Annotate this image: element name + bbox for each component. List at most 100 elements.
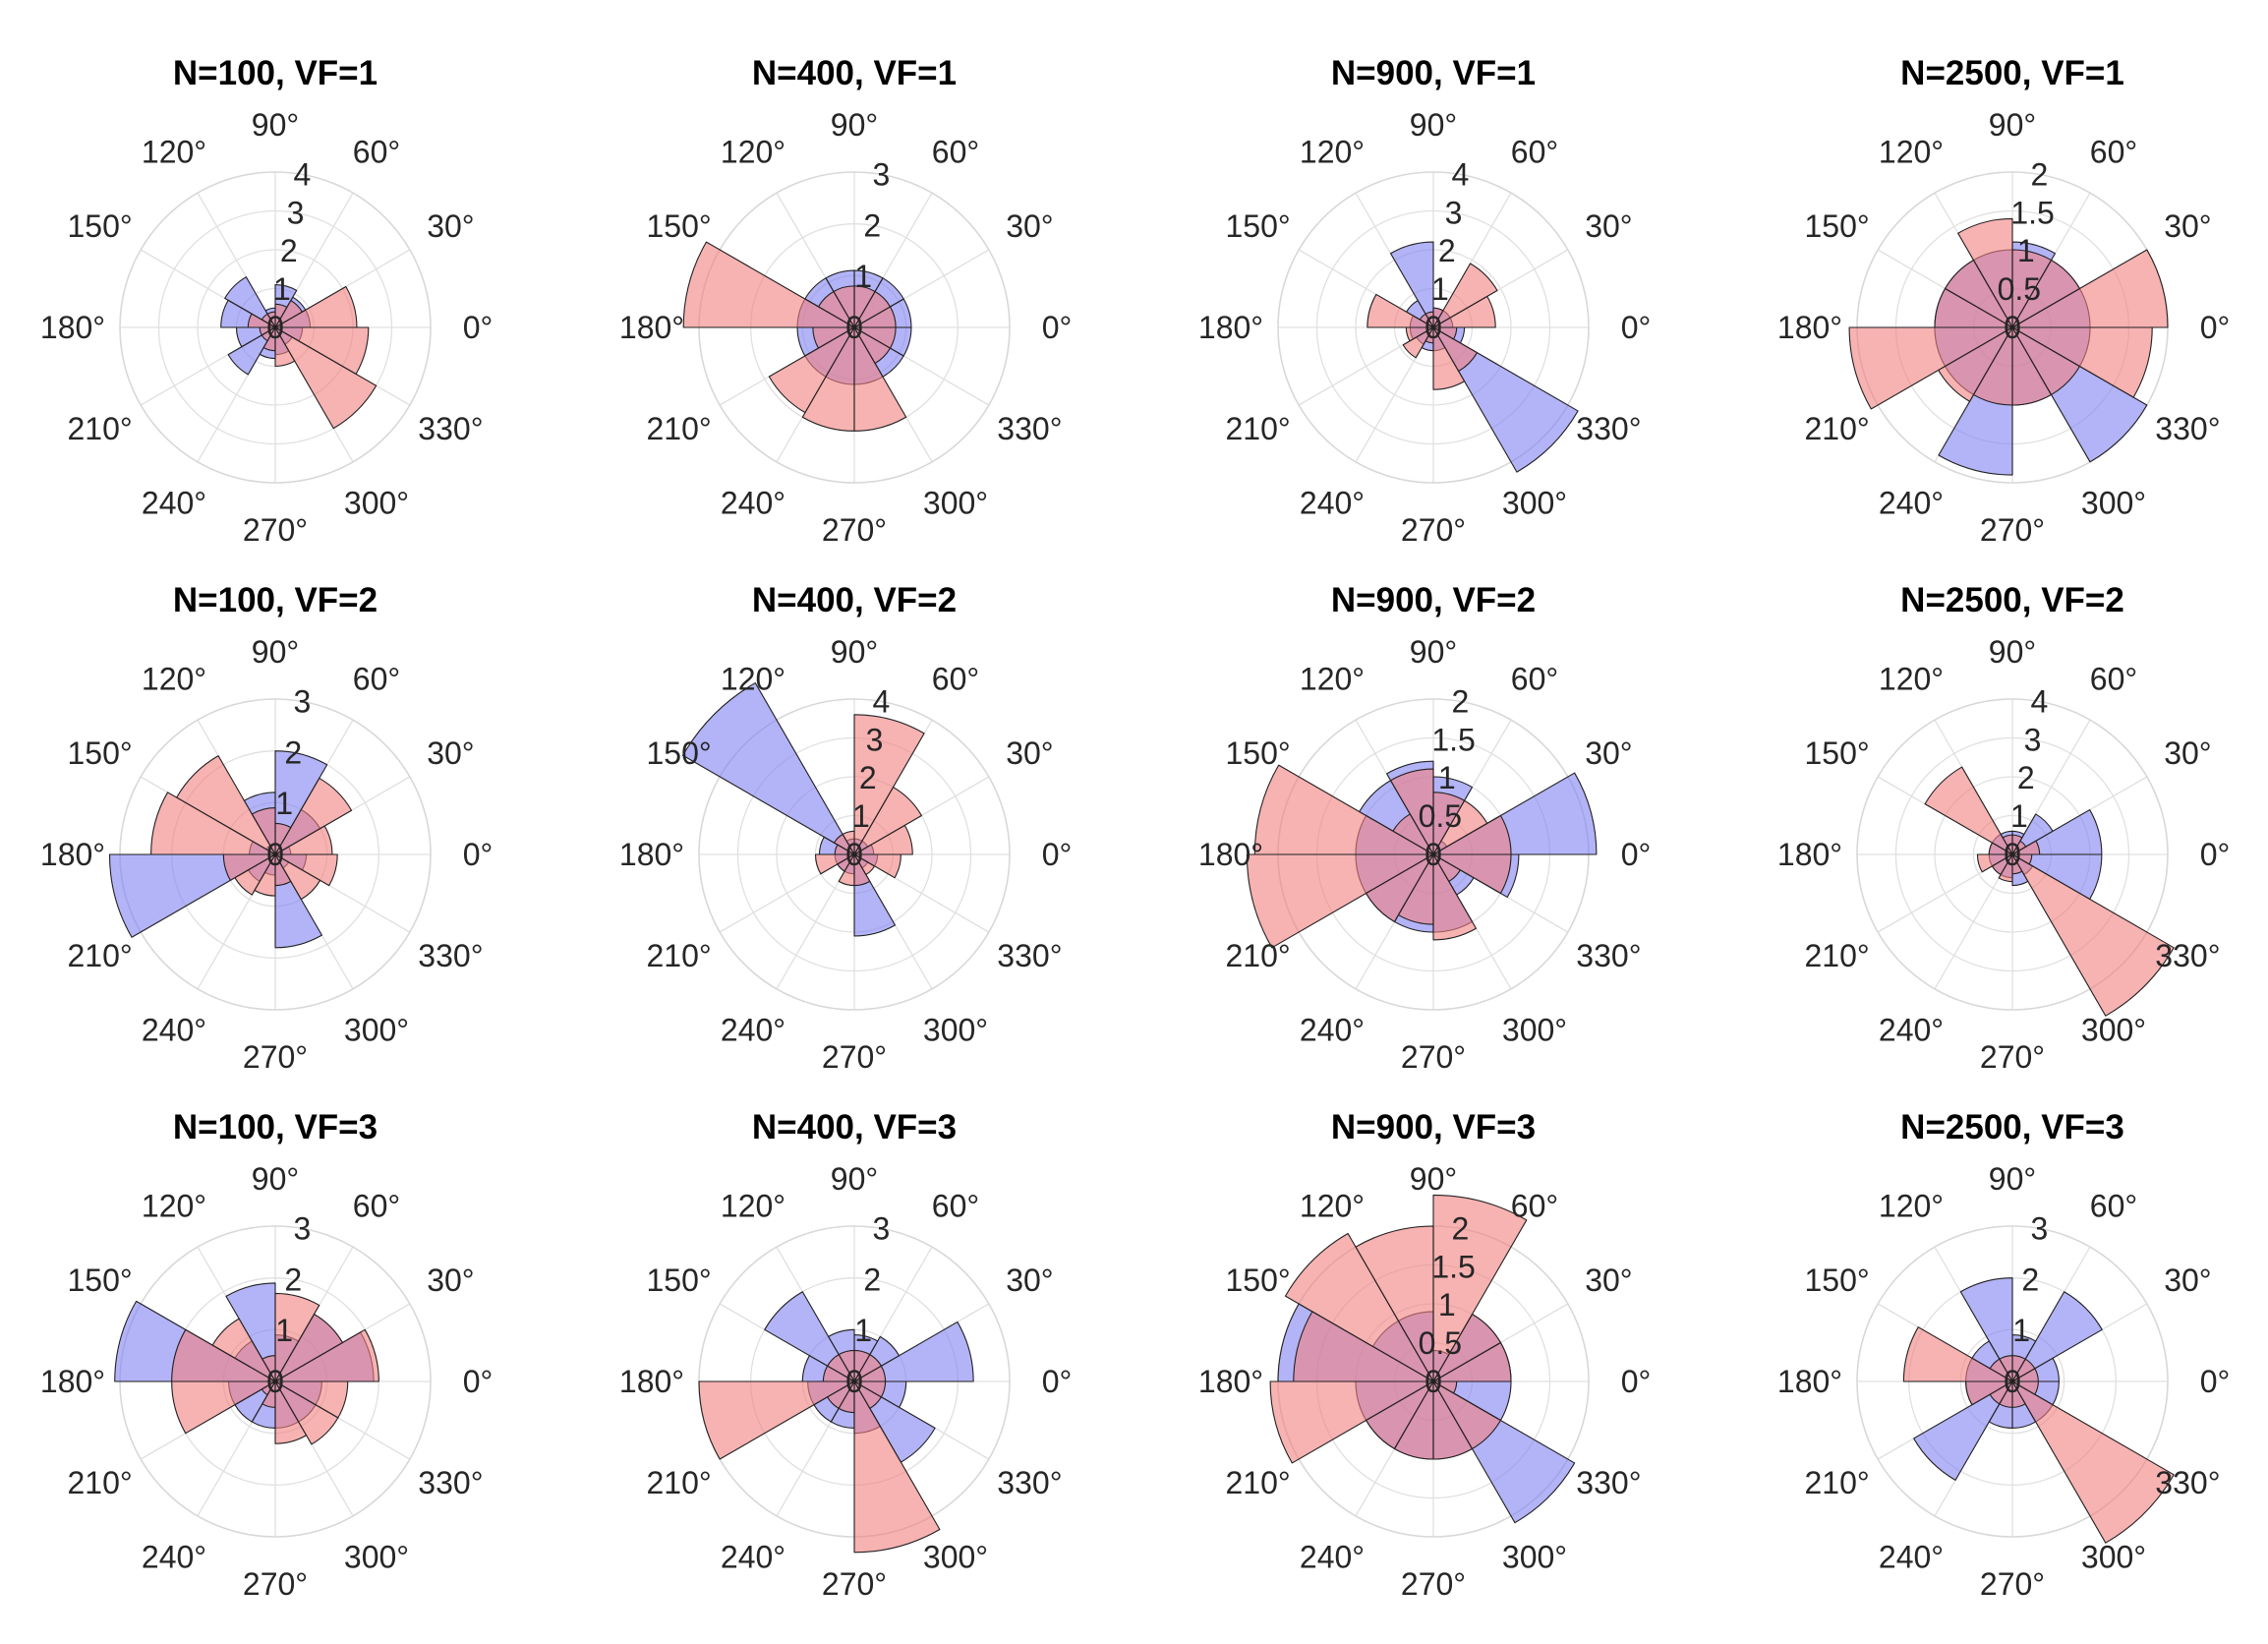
angle-label: 330°: [418, 938, 483, 973]
angle-label: 120°: [1879, 135, 1944, 170]
angle-label: 270°: [243, 1566, 308, 1602]
panel-title: N=400, VF=1: [752, 54, 957, 92]
angle-label: 120°: [142, 662, 206, 697]
angle-label: 240°: [721, 1539, 785, 1574]
wedge-series_a: [1390, 241, 1434, 328]
angle-label: 210°: [647, 411, 712, 446]
radial-origin-label: 0: [266, 837, 284, 872]
radial-tick-label: 4: [2031, 683, 2049, 719]
radial-tick-label: 0.5: [1998, 271, 2041, 307]
radial-tick-label: 3: [866, 722, 884, 757]
radial-tick-label: 1: [854, 1313, 872, 1348]
angle-label: 330°: [1576, 1465, 1641, 1500]
angle-label: 300°: [2081, 1539, 2146, 1574]
angle-label: 270°: [822, 1566, 887, 1602]
radial-tick-label: 2: [2017, 760, 2035, 795]
angle-label: 150°: [647, 208, 712, 244]
radial-tick-label: 4: [873, 683, 891, 719]
wedge-series_b: [1957, 217, 2013, 328]
angle-label: 0°: [2200, 310, 2231, 345]
wedge-series_b: [1246, 853, 1434, 949]
wedge-series_a: [1959, 1277, 2013, 1382]
polar-panel: 0.511.52 0 0° 30° 60° 90° 120° 150° 180° 210° 240°…: [1777, 54, 2230, 548]
panel-title: N=400, VF=3: [752, 1108, 957, 1146]
radial-tick-label: 1: [275, 786, 293, 821]
angle-label: 30°: [1585, 208, 1632, 244]
wedge-series_b: [1253, 764, 1434, 855]
wedge-series_a: [224, 276, 276, 328]
angle-label: 0°: [1042, 837, 1073, 872]
panel-title: N=100, VF=3: [173, 1108, 378, 1146]
radial-tick-label: 1: [2012, 1313, 2030, 1348]
wedge-series_a: [1913, 1380, 2013, 1481]
angle-label: 270°: [243, 1039, 308, 1075]
angle-label: 240°: [1879, 1012, 1944, 1047]
angle-label: 60°: [1511, 1189, 1558, 1224]
wedge-series_b: [1432, 326, 1466, 390]
radial-tick-label: 1.5: [1431, 722, 1475, 757]
radial-tick-label: 3: [294, 1210, 312, 1246]
angle-label: 270°: [243, 512, 308, 548]
wedge-series_b: [853, 853, 901, 879]
angle-label: 240°: [142, 1012, 206, 1047]
angle-label: 30°: [1585, 1262, 1632, 1298]
angle-label: 120°: [721, 1189, 785, 1224]
angle-label: 90°: [1410, 107, 1457, 143]
angle-label: 150°: [647, 735, 712, 771]
angle-label: 60°: [1511, 135, 1558, 170]
angle-label: 90°: [1410, 1161, 1457, 1197]
angle-label: 60°: [353, 135, 400, 170]
angle-label: 240°: [1879, 1539, 1944, 1574]
angle-label: 270°: [822, 512, 887, 548]
angle-label: 270°: [1401, 512, 1466, 548]
radial-tick-label: 1: [1438, 760, 1456, 795]
panel-title: N=2500, VF=2: [1900, 581, 2124, 619]
wedge-series_b: [682, 241, 855, 328]
angle-label: 300°: [2081, 1012, 2146, 1047]
wedge-series_b: [274, 1328, 379, 1382]
radial-tick-label: 1: [852, 798, 870, 834]
angle-label: 270°: [1401, 1566, 1466, 1602]
radial-tick-label: 3: [287, 195, 305, 230]
angle-label: 30°: [2164, 1262, 2211, 1298]
wedge-series_b: [1432, 326, 1458, 340]
angle-label: 210°: [68, 1465, 133, 1500]
radial-tick-label: 1: [2010, 798, 2028, 834]
angle-label: 120°: [1300, 1189, 1365, 1224]
radial-tick-label: 3: [1445, 195, 1463, 230]
wedge-series_b: [1432, 263, 1498, 328]
angle-label: 330°: [2155, 411, 2220, 446]
angle-label: 90°: [831, 1161, 878, 1197]
wedge-series_b: [171, 1380, 276, 1435]
wedge-series_b: [247, 313, 276, 328]
angle-label: 300°: [1502, 1539, 1567, 1574]
outer-circle: [119, 171, 432, 484]
radial-tick-label: 2: [1452, 1210, 1470, 1246]
angle-label: 150°: [1226, 1262, 1291, 1298]
radial-tick-label: 4: [1452, 156, 1470, 192]
radial-origin-label: 0: [2004, 1364, 2021, 1399]
angle-label: 90°: [252, 1161, 299, 1197]
angle-label: 210°: [1805, 938, 1870, 973]
angle-label: 90°: [831, 634, 878, 670]
wedge-series_b: [1284, 1232, 1434, 1382]
panel-title: N=900, VF=2: [1331, 581, 1536, 619]
angle-label: 120°: [142, 1189, 206, 1224]
angle-label: 60°: [353, 662, 400, 697]
radial-tick-label: 3: [873, 1210, 891, 1246]
angle-label: 60°: [353, 1189, 400, 1224]
wedge-series_b: [274, 777, 353, 855]
wedge-series_b: [1938, 326, 2013, 402]
wedge-series_b: [274, 326, 370, 375]
angle-label: 90°: [1989, 634, 2036, 670]
wedge-series_b: [1432, 853, 1512, 895]
angle-label: 330°: [418, 411, 483, 446]
wedge-series_a: [853, 1321, 974, 1382]
wedge-series_b: [1848, 326, 2013, 410]
angle-label: 180°: [40, 1364, 105, 1399]
radial-tick-label: 1: [275, 1313, 293, 1348]
angle-label: 0°: [1042, 310, 1073, 345]
